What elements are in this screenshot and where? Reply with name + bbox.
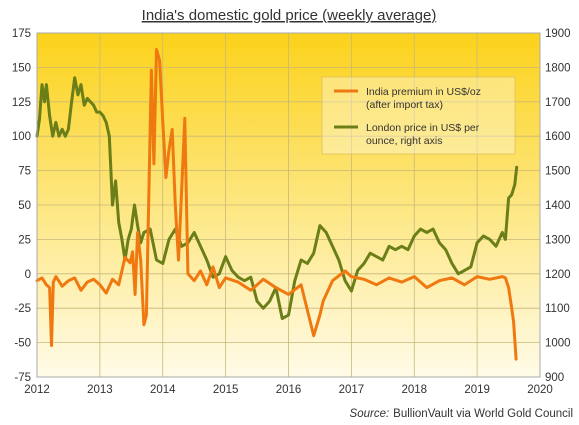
- x-tick-label: 2014: [150, 384, 176, 396]
- right-tick-label: 1900: [545, 28, 571, 40]
- x-tick-label: 2016: [276, 384, 302, 396]
- right-tick-label: 1300: [545, 234, 571, 246]
- legend: India premium in US$/oz(after import tax…: [321, 76, 516, 155]
- plot-border: [36, 32, 541, 378]
- left-tick-label: -50: [14, 338, 31, 350]
- left-tick-label: 175: [12, 28, 31, 40]
- x-tick-label: 2013: [87, 384, 113, 396]
- left-tick-label: 25: [18, 234, 31, 246]
- legend-label: India premium in US$/oz: [366, 86, 481, 98]
- left-tick-label: 100: [12, 131, 31, 143]
- right-tick-label: 1000: [545, 338, 571, 350]
- left-tick-label: 75: [18, 166, 31, 178]
- left-tick-label: 125: [12, 97, 31, 109]
- legend-label: ounce, right axis: [366, 135, 442, 147]
- x-tick-label: 2012: [24, 384, 50, 396]
- left-tick-label: -25: [14, 303, 31, 315]
- source-label: Source:: [350, 408, 390, 420]
- right-tick-label: 1600: [545, 131, 571, 143]
- x-tick-label: 2020: [527, 384, 553, 396]
- x-tick-label: 2019: [464, 384, 490, 396]
- right-tick-label: 1800: [545, 62, 571, 74]
- left-tick-label: -75: [14, 372, 31, 384]
- right-tick-label: 1200: [545, 269, 571, 281]
- x-axis: 2012 2013 2014 2015 2016 2017 2018 2019 2020: [24, 384, 553, 396]
- source-text: BullionVault via World Gold Council: [393, 408, 573, 420]
- x-tick-label: 2015: [213, 384, 239, 396]
- right-tick-label: 1700: [545, 97, 571, 109]
- series: [35, 48, 519, 361]
- right-tick-label: 1400: [545, 200, 571, 212]
- legend-label: London price in US$ per: [366, 122, 480, 134]
- right-tick-label: 1500: [545, 166, 571, 178]
- x-tick-label: 2017: [339, 384, 365, 396]
- right-tick-label: 900: [545, 372, 564, 384]
- source-note: Source: BullionVault via World Gold Counc…: [350, 408, 573, 420]
- left-tick-label: 50: [18, 200, 31, 212]
- left-tick-label: 0: [25, 269, 31, 281]
- right-tick-label: 1100: [545, 303, 570, 315]
- left-tick-label: 150: [12, 62, 31, 74]
- series-line-london-price: [35, 76, 519, 320]
- chart-title: India's domestic gold price (weekly aver…: [142, 7, 437, 24]
- left-axis: 175 150 125 100 75 50 25 0 -25 -50 -75: [12, 28, 31, 384]
- legend-label: (after import tax): [366, 99, 443, 111]
- series-line-india-premium: [35, 48, 518, 361]
- right-axis: 1900 1800 1700 1600 1500 1400 1300 1200 1100 1000…: [545, 28, 571, 384]
- x-tick-label: 2018: [401, 384, 427, 396]
